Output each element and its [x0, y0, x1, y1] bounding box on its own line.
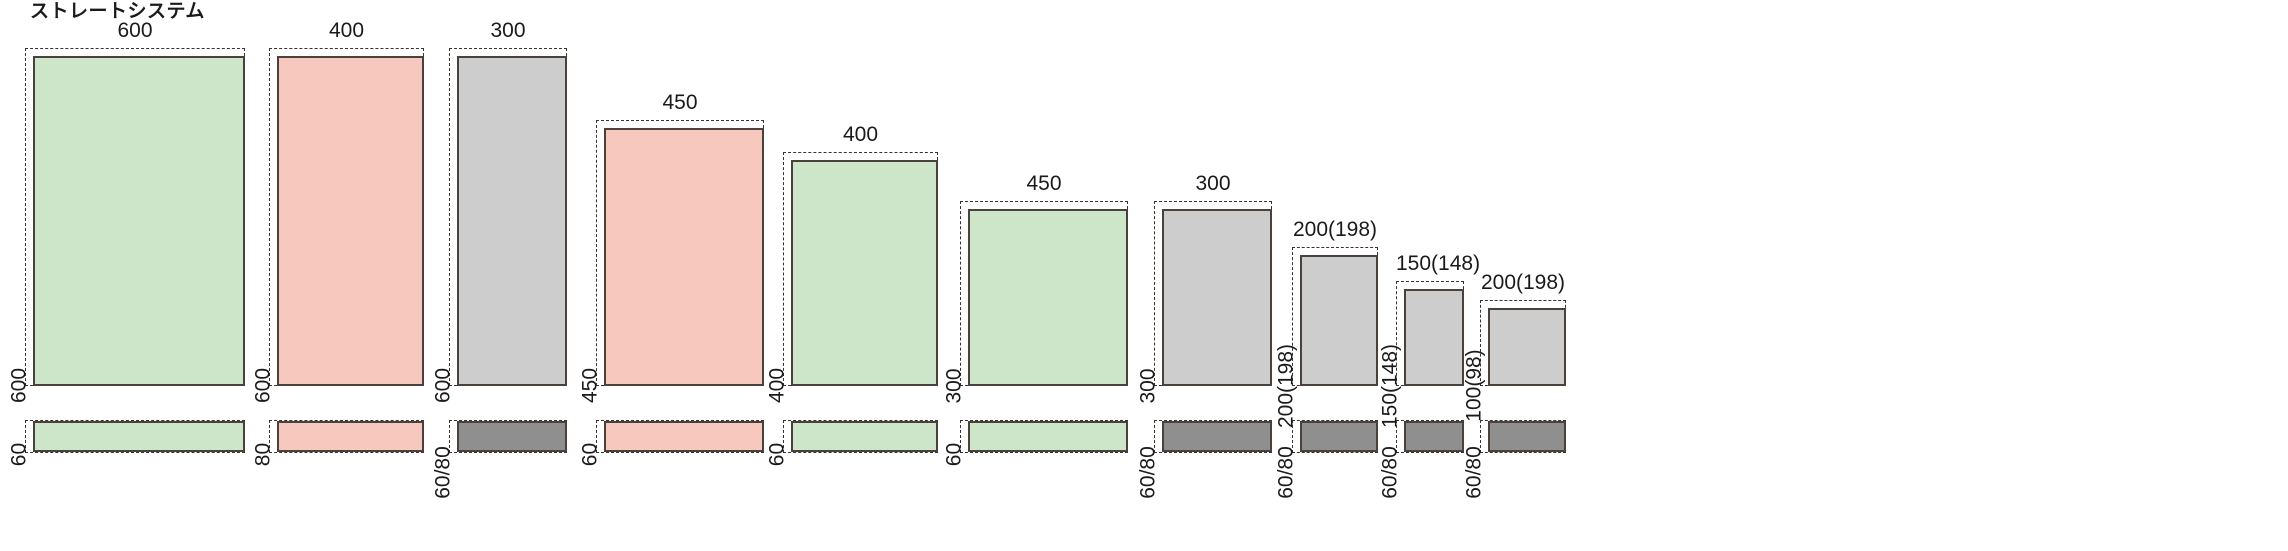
panel-main: [1488, 308, 1566, 386]
panel-base-strip: [791, 421, 938, 452]
panel-width-label: 600: [117, 19, 153, 42]
panel-group: 400 400 60: [766, 0, 938, 466]
panel-base-height-label: 60: [578, 442, 602, 466]
panel-main: [968, 209, 1128, 386]
panel-width-label: 150(148): [1396, 252, 1481, 275]
panel-main: [277, 56, 424, 386]
diagram-title: ストレートシステム: [30, 1, 205, 22]
panel-group: 450 450 60: [579, 0, 764, 466]
panel-group: 150(148) 150(148) 60/80: [1379, 0, 1481, 498]
panel-width-label: 450: [662, 91, 698, 114]
panel-main: [457, 56, 567, 386]
panel-group: 200(198) 200(198) 60/80: [1275, 0, 1378, 498]
panel-base-height-label: 60: [765, 442, 789, 466]
panel-width-label: 400: [842, 123, 879, 146]
panel-height-label: 100(98): [1462, 349, 1486, 422]
panel-width-label: 400: [328, 19, 365, 42]
panel-height-label: 600: [7, 367, 31, 404]
panel-base-strip: [457, 421, 567, 452]
panel-size-diagram: ストレートシステム 600 600 60 400 600 80 300 600 60/80 450…: [8, 0, 1566, 498]
panel-base-height-label: 60/80: [1462, 445, 1486, 499]
panel-base-strip: [1162, 421, 1272, 452]
panel-main: [1300, 255, 1378, 386]
panel-width-label: 300: [1195, 172, 1231, 195]
panel-base-strip: [1300, 421, 1378, 452]
panel-group: 300 600 60/80: [432, 0, 567, 498]
panel-base-height-label: 60: [942, 442, 966, 466]
panel-main: [604, 128, 764, 386]
panel-width-label: 200(198): [1292, 218, 1378, 241]
panel-group: 300 300 60/80: [1137, 0, 1272, 498]
panel-base-strip: [277, 421, 424, 452]
panel-group: 600 600 60: [8, 0, 245, 466]
panel-base-height-label: 60/80: [1378, 445, 1402, 499]
panel-group: 400 600 80: [252, 0, 424, 466]
panel-height-label: 600: [251, 367, 275, 404]
panel-height-label: 450: [578, 367, 602, 404]
panel-base-height-label: 60/80: [1136, 445, 1160, 499]
panel-group: 200(198) 100(98) 60/80: [1463, 0, 1566, 498]
panel-base-height-label: 60: [7, 442, 31, 466]
panel-base-height-label: 60/80: [431, 445, 455, 499]
panel-width-label: 300: [490, 19, 526, 42]
panel-base-height-label: 60/80: [1274, 445, 1298, 499]
panel-base-strip: [1488, 421, 1566, 452]
panel-main: [1404, 289, 1464, 386]
panel-base-strip: [33, 421, 245, 452]
panel-main: [791, 160, 938, 386]
panel-base-height-label: 80: [251, 442, 275, 466]
panel-group: 450 300 60: [943, 0, 1128, 466]
panel-width-label: 200(198): [1480, 271, 1566, 294]
panel-main: [33, 56, 245, 386]
panel-main: [1162, 209, 1272, 386]
panel-width-label: 450: [1026, 172, 1062, 195]
panel-base-strip: [968, 421, 1128, 452]
panel-base-strip: [604, 421, 764, 452]
panel-base-strip: [1404, 421, 1464, 452]
